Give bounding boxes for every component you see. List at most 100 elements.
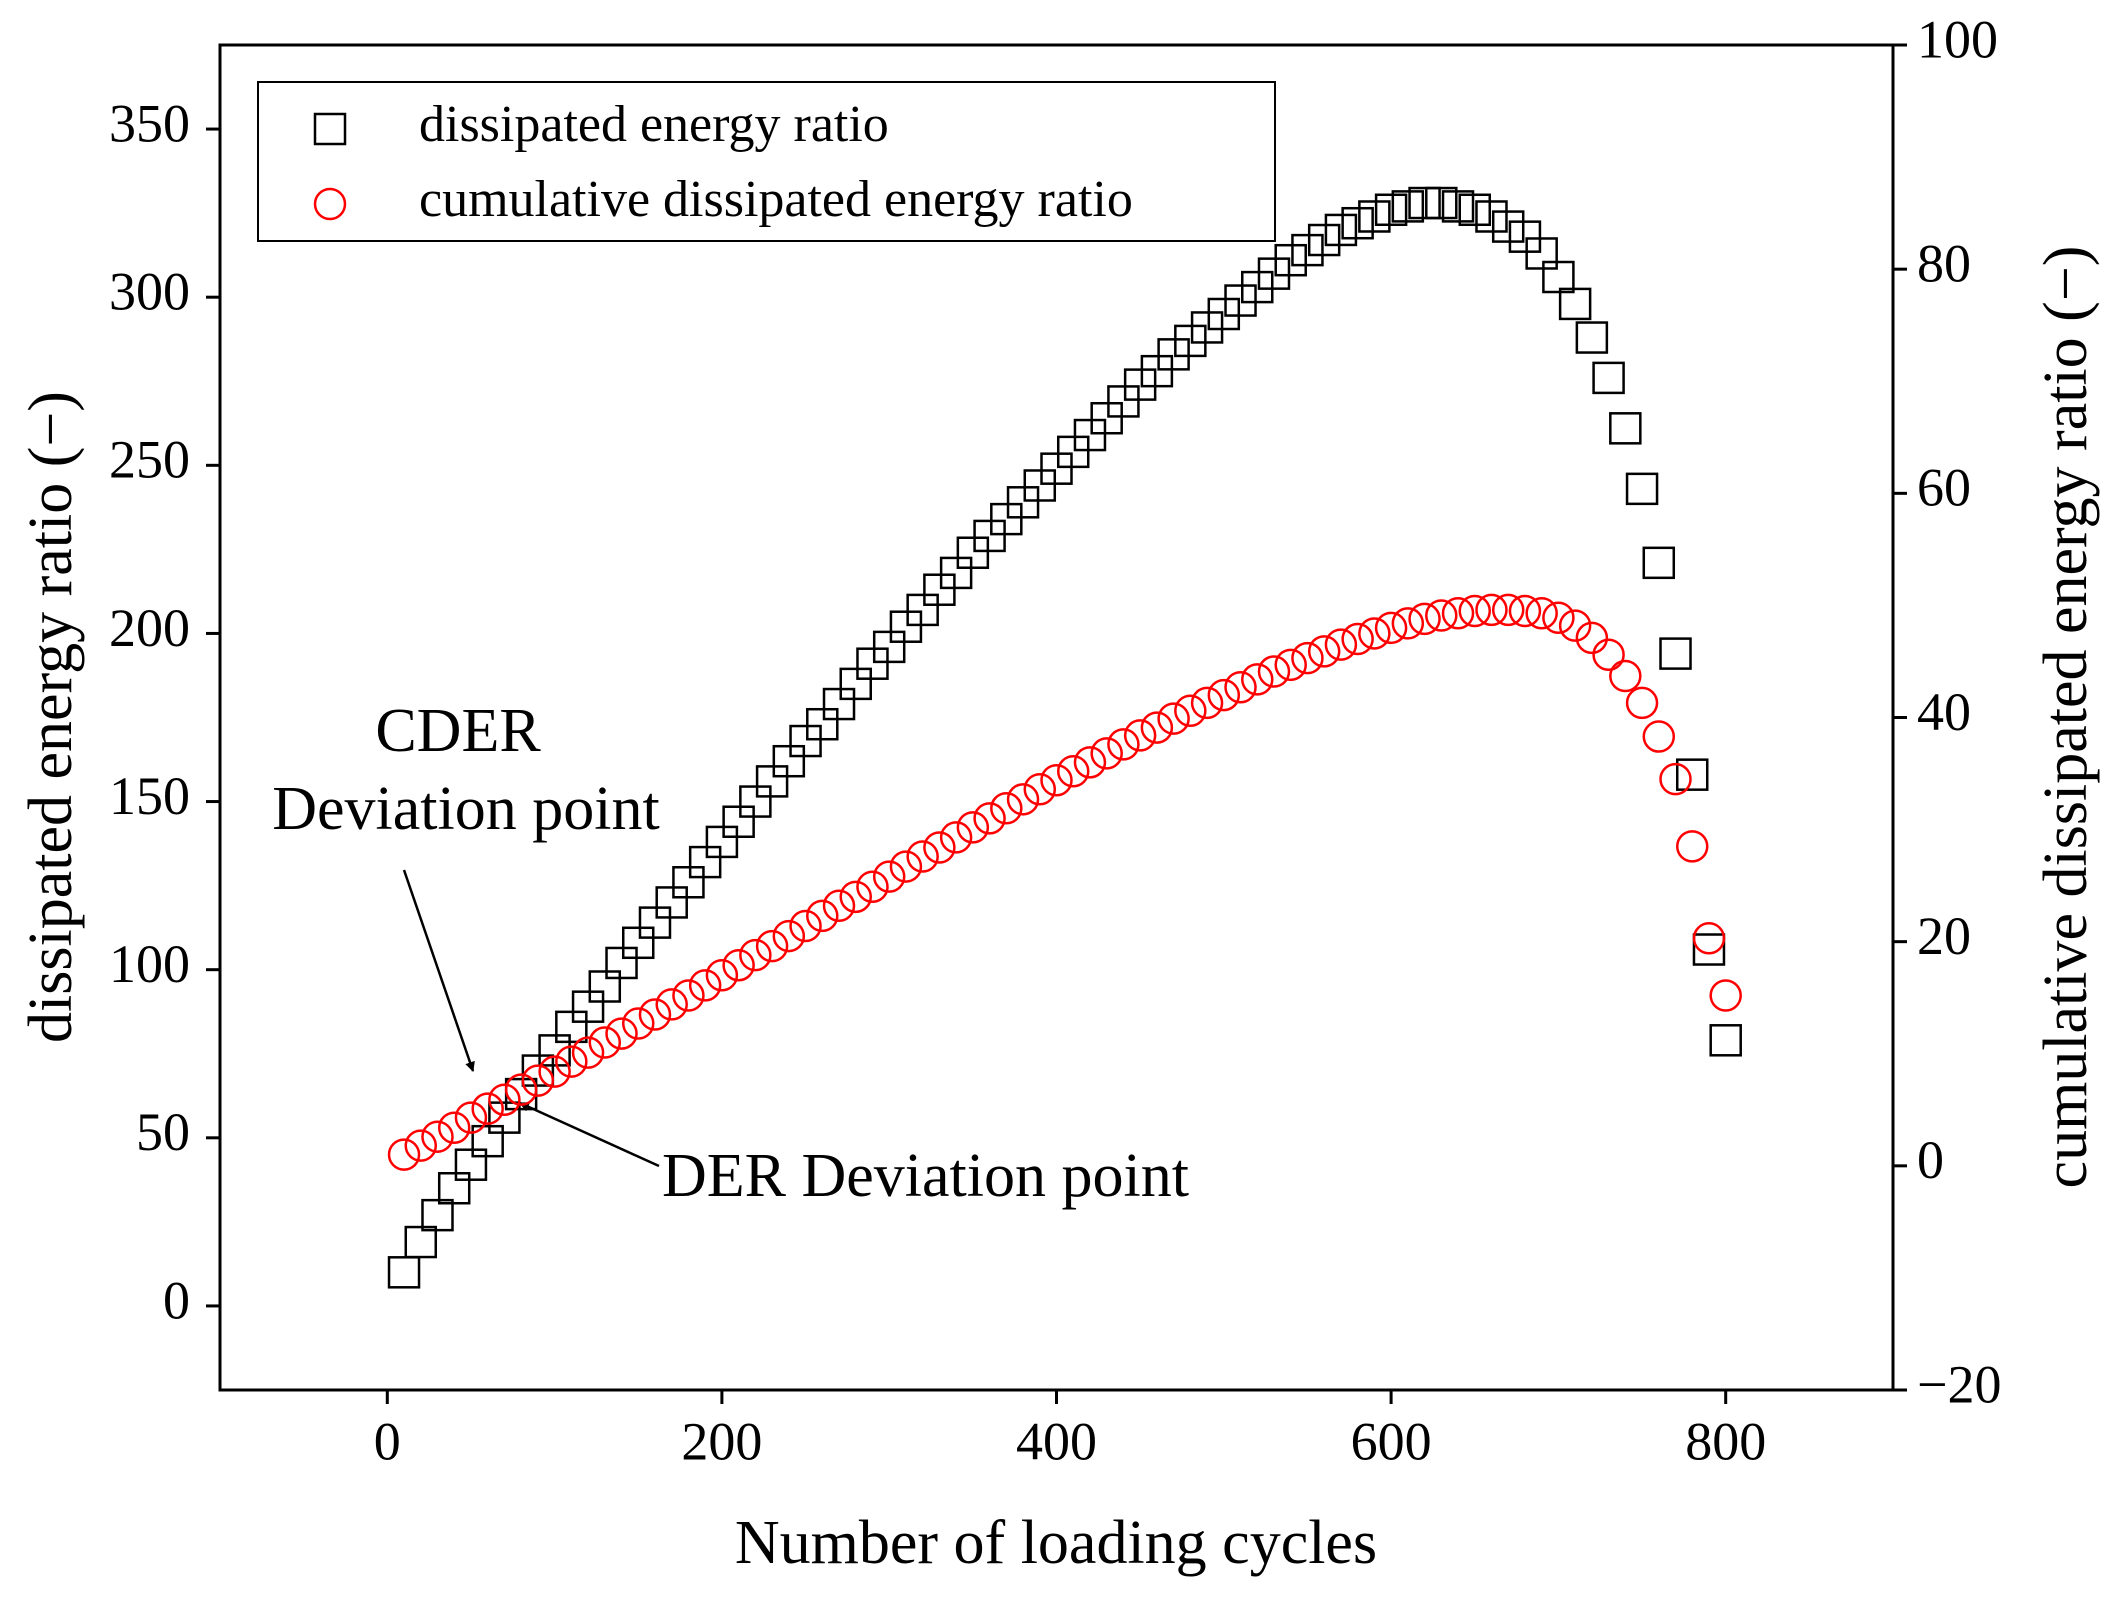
data-point bbox=[437, 1111, 471, 1144]
data-point bbox=[1073, 746, 1107, 779]
data-point bbox=[1157, 702, 1190, 735]
data-point bbox=[1190, 686, 1224, 720]
data-point bbox=[1391, 607, 1425, 640]
data-point bbox=[1090, 401, 1123, 435]
data-point bbox=[1692, 933, 1726, 966]
data-point bbox=[1425, 186, 1458, 220]
data-point bbox=[889, 850, 923, 883]
data-point bbox=[856, 647, 889, 680]
data-point bbox=[1491, 210, 1525, 243]
data-point bbox=[688, 845, 722, 879]
x-tick-label: 600 bbox=[1351, 1411, 1432, 1471]
data-point bbox=[739, 938, 772, 972]
data-point bbox=[655, 988, 688, 1021]
data-point bbox=[1609, 659, 1642, 693]
data-point bbox=[1040, 764, 1073, 797]
y-tick-label: 50 bbox=[136, 1102, 190, 1162]
y-tick-label: 100 bbox=[109, 934, 190, 994]
data-point bbox=[1056, 755, 1090, 788]
data-point bbox=[1140, 354, 1174, 388]
data-point bbox=[1224, 284, 1257, 317]
data-point bbox=[956, 811, 990, 844]
data-point bbox=[923, 573, 956, 606]
data-point bbox=[1274, 648, 1307, 682]
data-point bbox=[1625, 472, 1659, 506]
data-point bbox=[1659, 762, 1692, 796]
data-point bbox=[1107, 728, 1140, 761]
data-point bbox=[638, 906, 672, 939]
data-point bbox=[1174, 324, 1207, 358]
data-point bbox=[421, 1198, 454, 1232]
data-point bbox=[454, 1101, 488, 1134]
data-point bbox=[705, 959, 739, 992]
data-point bbox=[789, 724, 822, 758]
data-point bbox=[872, 860, 906, 893]
data-point bbox=[504, 1073, 538, 1106]
data-point bbox=[521, 1064, 555, 1097]
data-point bbox=[822, 889, 856, 923]
data-point bbox=[806, 899, 839, 933]
data-point bbox=[939, 556, 973, 590]
data-point bbox=[906, 593, 939, 627]
data-point bbox=[1675, 830, 1709, 863]
annotation: CDER bbox=[375, 697, 541, 765]
y2-tick-label: 80 bbox=[1917, 234, 1971, 294]
data-point bbox=[1073, 418, 1107, 452]
y2-tick-label: 100 bbox=[1917, 9, 1998, 69]
data-point bbox=[1056, 435, 1090, 469]
data-point bbox=[555, 1045, 588, 1078]
legend-marker bbox=[313, 112, 347, 146]
data-point bbox=[571, 1036, 605, 1069]
data-point bbox=[1123, 368, 1157, 401]
plot-frame bbox=[218, 43, 1895, 1392]
data-point bbox=[1525, 597, 1558, 630]
data-point bbox=[1391, 190, 1425, 223]
data-point bbox=[404, 1129, 438, 1162]
data-point bbox=[437, 1172, 471, 1205]
data-point bbox=[1307, 223, 1341, 257]
data-point bbox=[1006, 486, 1040, 519]
data-point bbox=[605, 1017, 638, 1050]
data-point bbox=[1458, 594, 1491, 628]
data-point bbox=[889, 610, 923, 643]
y-tick-label: 0 bbox=[163, 1270, 190, 1330]
data-point bbox=[1341, 206, 1374, 240]
data-point bbox=[1090, 737, 1123, 770]
data-point bbox=[1274, 243, 1307, 277]
data-point bbox=[488, 1101, 521, 1134]
data-point bbox=[973, 802, 1006, 835]
data-point bbox=[1542, 601, 1575, 634]
annotation-arrow bbox=[402, 869, 475, 1072]
x-axis-title: Number of loading cycles bbox=[735, 1509, 1377, 1577]
data-point bbox=[1207, 678, 1241, 712]
data-point bbox=[1491, 593, 1525, 627]
data-point bbox=[1257, 655, 1291, 688]
data-point bbox=[1458, 193, 1491, 227]
data-point bbox=[1241, 663, 1274, 696]
data-point bbox=[387, 1256, 421, 1289]
y-tick-label: 300 bbox=[109, 262, 190, 322]
data-point bbox=[622, 1007, 655, 1040]
x-tick-label: 0 bbox=[374, 1411, 401, 1471]
data-point bbox=[1508, 594, 1542, 628]
legend-label: dissipated energy ratio bbox=[419, 96, 889, 153]
data-point bbox=[1224, 670, 1257, 704]
data-point bbox=[739, 785, 772, 818]
data-point bbox=[605, 946, 638, 980]
data-point bbox=[488, 1083, 521, 1116]
data-point bbox=[1157, 338, 1190, 371]
data-point bbox=[471, 1124, 504, 1158]
data-point bbox=[1642, 546, 1676, 580]
y2-axis-title: cumulative dissipated energy ratio (−) bbox=[2032, 246, 2100, 1189]
data-point bbox=[772, 919, 806, 953]
x-tick-label: 800 bbox=[1685, 1411, 1766, 1471]
data-point bbox=[1475, 593, 1508, 627]
data-point bbox=[1291, 233, 1324, 267]
data-point bbox=[1374, 611, 1408, 645]
data-point bbox=[872, 630, 906, 664]
data-point bbox=[588, 970, 622, 1003]
annotation: Deviation point bbox=[272, 775, 659, 843]
data-point bbox=[1107, 385, 1140, 418]
data-point bbox=[638, 998, 672, 1031]
